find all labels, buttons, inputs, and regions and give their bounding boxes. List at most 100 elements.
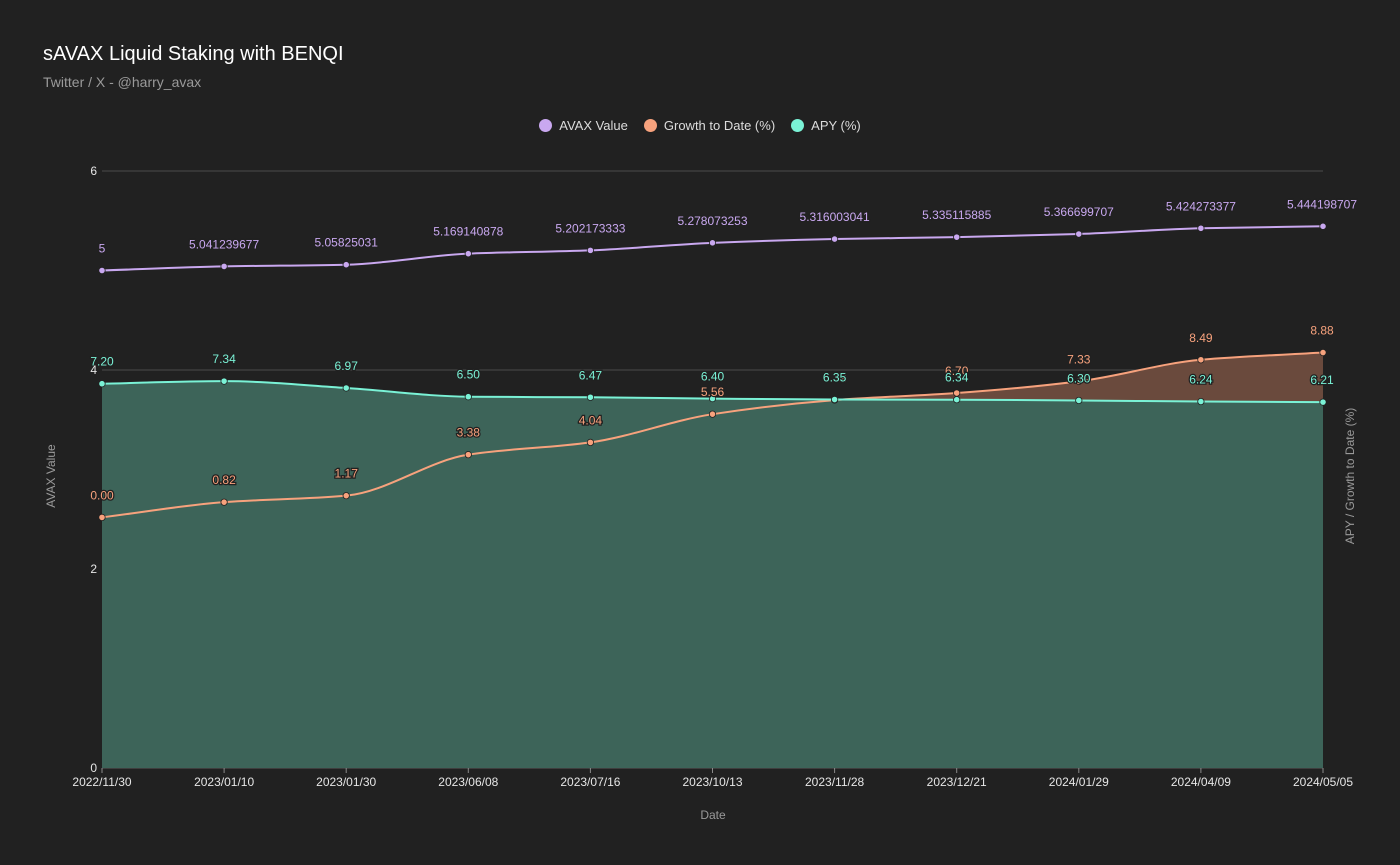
data-label-apy: 6.21 (1310, 373, 1334, 387)
point-apy[interactable] (1319, 398, 1327, 406)
chart-legend: AVAX Value Growth to Date (%) APY (%) (0, 118, 1400, 133)
data-label-avax-value: 5.316003041 (800, 210, 870, 224)
legend-label-growth-to-date: Growth to Date (%) (663, 118, 776, 133)
x-tick-label: 2023/06/08 (438, 775, 498, 789)
legend-dot-apy (791, 119, 805, 132)
point-apy[interactable] (1197, 397, 1205, 406)
point-growth-to-date[interactable] (953, 389, 961, 397)
point-avax-value[interactable] (830, 235, 839, 243)
data-label-growth-to-date: 8.88 (1310, 324, 1334, 338)
point-growth-to-date[interactable] (1319, 348, 1327, 357)
x-tick-label: 2022/11/30 (72, 775, 131, 789)
data-label-apy: 7.34 (212, 352, 236, 366)
y-axis-left-title: AVAX Value (44, 444, 58, 508)
point-apy[interactable] (830, 395, 839, 404)
data-label-apy: 6.24 (1189, 373, 1213, 387)
point-apy[interactable] (1075, 396, 1083, 405)
point-avax-value[interactable] (1319, 222, 1327, 230)
x-tick-label: 2024/04/09 (1171, 775, 1231, 789)
point-growth-to-date[interactable] (220, 498, 228, 506)
point-growth-to-date[interactable] (342, 492, 350, 500)
point-apy[interactable] (342, 384, 350, 392)
x-tick-label: 2023/12/21 (927, 775, 987, 789)
y-tick-label: 4 (90, 363, 97, 377)
data-label-growth-to-date: 3.38 (457, 426, 481, 440)
point-growth-to-date[interactable] (708, 410, 717, 418)
y-tick-label: 2 (90, 562, 97, 576)
legend-dot-growth-to-date (643, 119, 657, 132)
data-label-apy: 6.97 (335, 359, 359, 373)
point-apy[interactable] (708, 394, 717, 403)
y-tick-label: 0 (90, 761, 97, 775)
data-label-avax-value: 5.05825031 (314, 236, 378, 250)
data-label-apy: 6.40 (701, 370, 725, 384)
point-avax-value[interactable] (464, 250, 472, 258)
data-label-growth-to-date: 6.70 (945, 364, 969, 378)
x-tick-label: 2024/01/29 (1049, 775, 1109, 789)
data-label-growth-to-date: 8.49 (1189, 331, 1213, 345)
point-growth-to-date[interactable] (1197, 356, 1205, 364)
point-avax-value[interactable] (1075, 230, 1083, 238)
legend-label-apy: APY (%) (811, 118, 861, 133)
x-tick-label: 2023/10/13 (682, 775, 742, 789)
legend-item-growth-to-date[interactable]: Growth to Date (%) (643, 118, 776, 133)
data-label-growth-to-date: 4.04 (579, 413, 603, 427)
axis-layer: Date AVAX Value APY / Growth to Date (%)… (44, 164, 1357, 822)
point-apy[interactable] (586, 393, 595, 401)
x-tick-label: 2023/01/30 (316, 775, 376, 789)
y-axis-right-title: APY / Growth to Date (%) (1343, 408, 1357, 545)
x-tick-label: 2024/05/05 (1293, 775, 1353, 789)
data-label-avax-value: 5.335115885 (922, 208, 992, 222)
point-avax-value[interactable] (708, 239, 717, 247)
point-avax-value[interactable] (1197, 224, 1205, 232)
chart-subtitle: Twitter / X - @harry_avax (43, 74, 202, 90)
data-label-growth-to-date: 0.82 (212, 473, 236, 487)
data-label-apy: 6.30 (1067, 371, 1091, 385)
data-label-growth-to-date: 0.00 (90, 488, 114, 502)
data-label-avax-value: 5 (99, 242, 106, 256)
data-label-avax-value: 5.202173333 (555, 221, 625, 235)
data-label-avax-value: 5.169140878 (433, 225, 503, 239)
point-growth-to-date[interactable] (98, 513, 106, 521)
x-tick-label: 2023/07/16 (560, 775, 620, 789)
area-apy (102, 381, 1323, 768)
legend-label-avax-value: AVAX Value (559, 118, 628, 133)
data-label-apy: 6.47 (579, 368, 603, 382)
point-growth-to-date[interactable] (1075, 377, 1083, 385)
point-avax-value[interactable] (342, 261, 350, 269)
data-label-avax-value: 5.041239677 (189, 237, 259, 251)
data-label-avax-value: 5.424273377 (1166, 199, 1236, 213)
label-layer: 5 5.041239677 5.05825031 5.169140878 5.20217… (89, 196, 1359, 504)
point-avax-value[interactable] (220, 262, 228, 270)
x-axis-title: Date (700, 808, 726, 822)
point-avax-value[interactable] (98, 266, 106, 275)
x-tick-label: 2023/11/28 (805, 775, 864, 789)
point-avax-value[interactable] (586, 246, 595, 254)
point-apy[interactable] (953, 396, 961, 404)
point-growth-to-date[interactable] (464, 451, 472, 459)
y-tick-label: 6 (90, 164, 97, 178)
data-label-apy: 6.34 (945, 371, 969, 385)
point-apy[interactable] (464, 393, 472, 401)
data-label-growth-to-date: 1.17 (335, 467, 359, 481)
area-layer (102, 352, 1323, 768)
data-label-apy: 7.20 (90, 355, 114, 369)
point-apy[interactable] (98, 380, 106, 388)
line-avax-value (101, 225, 1324, 272)
point-avax-value[interactable] (953, 233, 961, 241)
x-tick-label: 2023/01/10 (194, 775, 254, 789)
chart-title: sAVAX Liquid Staking with BENQI (43, 43, 344, 65)
data-label-avax-value: 5.278073253 (677, 214, 747, 228)
data-label-growth-to-date: 6.32 (823, 371, 847, 385)
data-label-apy: 6.35 (823, 371, 847, 385)
legend-item-avax-value[interactable]: AVAX Value (539, 118, 628, 133)
point-growth-to-date[interactable] (586, 438, 595, 446)
data-label-avax-value: 5.444198707 (1287, 197, 1357, 211)
legend-dot-avax-value (539, 119, 553, 132)
data-label-growth-to-date: 7.33 (1067, 352, 1091, 366)
legend-item-apy[interactable]: APY (%) (791, 118, 861, 133)
data-label-apy: 6.50 (457, 368, 481, 382)
point-apy[interactable] (220, 377, 228, 385)
data-label-avax-value: 5.366699707 (1044, 205, 1114, 219)
